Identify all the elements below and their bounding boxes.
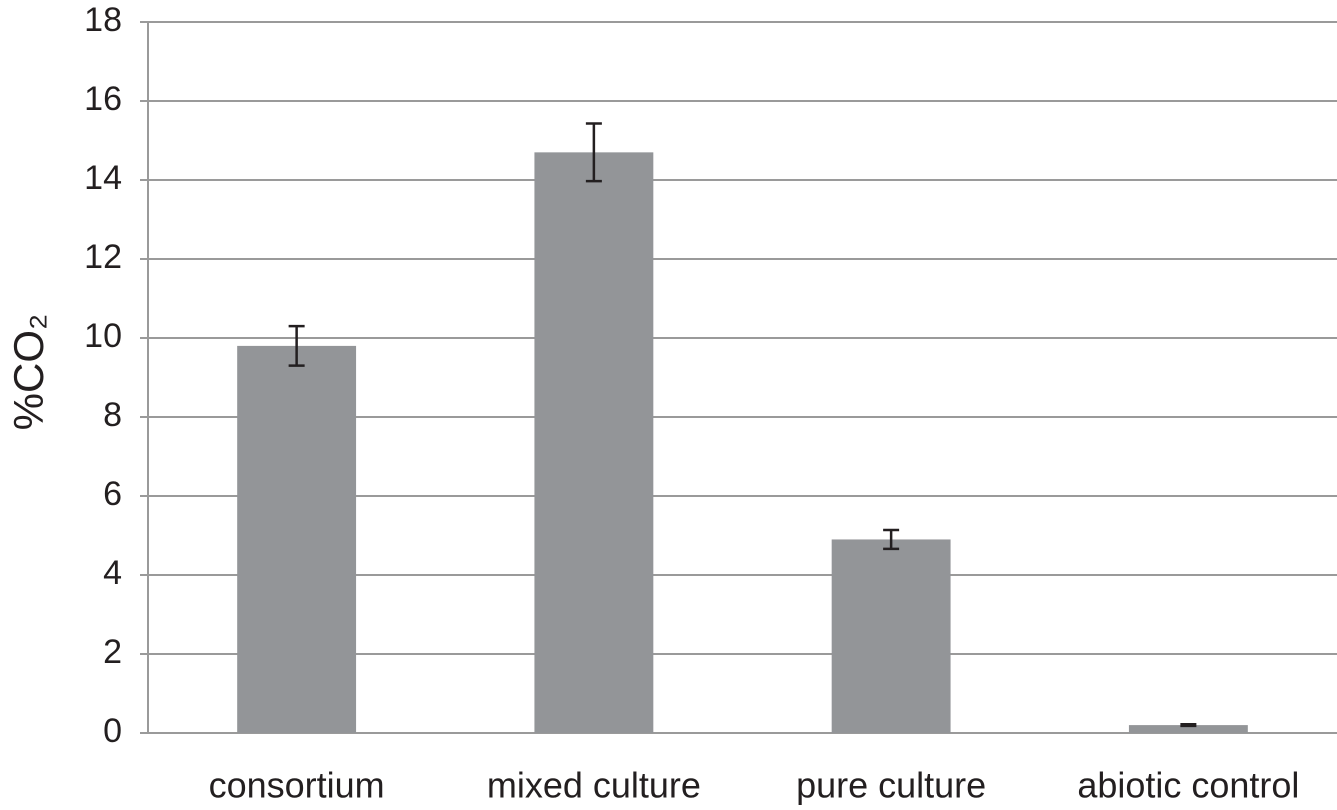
y-tick-label: 10 xyxy=(84,317,122,355)
y-tick-label: 0 xyxy=(103,712,122,750)
y-tick-label: 8 xyxy=(103,396,122,434)
error-bar xyxy=(883,528,900,551)
y-tick-label: 6 xyxy=(103,475,122,513)
bar xyxy=(831,539,951,733)
y-tick-label: 4 xyxy=(103,554,122,592)
y-axis-label: %CO₂ xyxy=(5,314,52,431)
y-tick-label: 12 xyxy=(84,238,122,276)
error-bar xyxy=(585,122,602,183)
error-bar xyxy=(1180,723,1197,728)
x-tick-label: consortium xyxy=(209,765,385,806)
y-tick-label: 16 xyxy=(84,80,122,118)
bar xyxy=(534,152,654,734)
y-tick-label: 14 xyxy=(84,159,122,197)
x-tick-label: pure culture xyxy=(796,765,986,806)
y-tick-label: 18 xyxy=(84,1,122,39)
bar xyxy=(1128,725,1248,733)
y-tick-label: 2 xyxy=(103,633,122,671)
error-bar xyxy=(288,324,305,367)
x-tick-label: mixed culture xyxy=(487,765,701,806)
bar xyxy=(237,345,357,733)
x-tick-label: abiotic control xyxy=(1077,765,1299,806)
